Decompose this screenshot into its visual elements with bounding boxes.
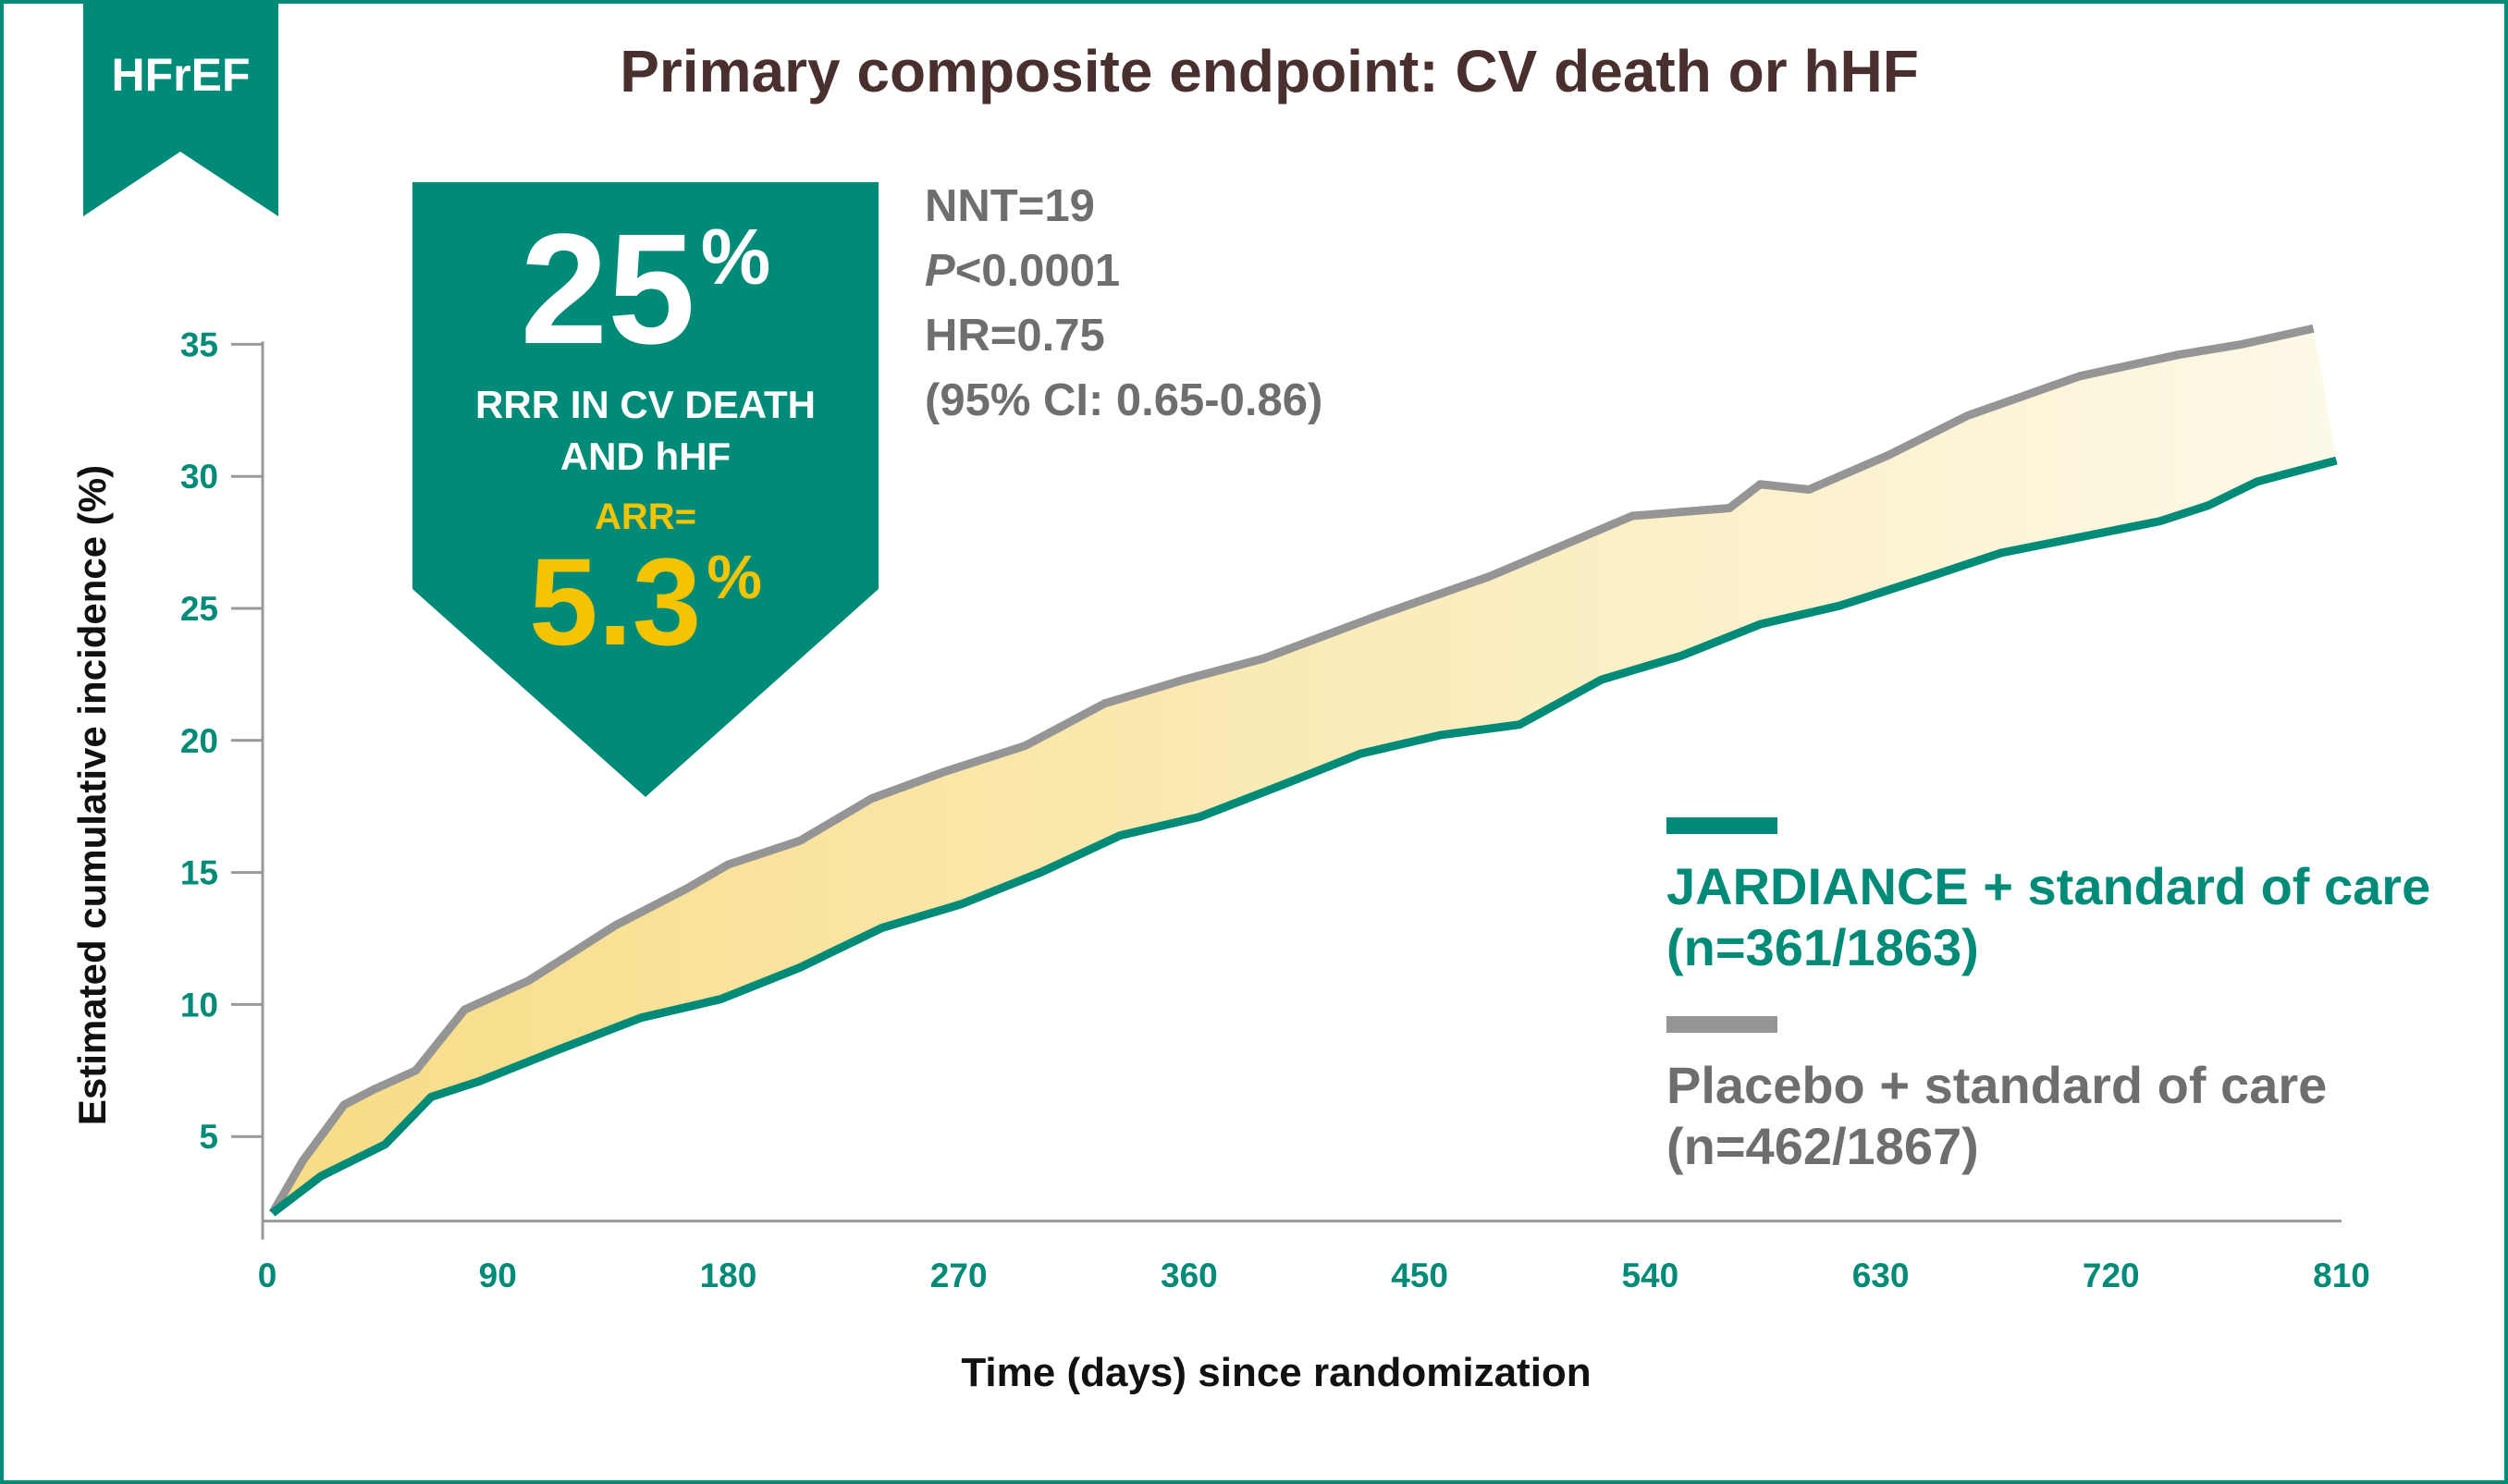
rrr-caption-line2: AND hHF	[559, 435, 732, 478]
y-tick-label: 20	[180, 722, 218, 760]
arr-label: ARR=	[594, 497, 697, 537]
p-symbol: P	[925, 246, 955, 296]
rrr-callout-arrow	[412, 182, 879, 797]
y-tick-label: 25	[180, 590, 218, 628]
y-tick-label: 10	[180, 986, 218, 1024]
statistics-block: NNT=19 P<0.0001 HR=0.75 (95% CI: 0.65-0.…	[925, 174, 1322, 433]
rrr-value: 25%	[412, 211, 879, 368]
ci-stat: (95% CI: 0.65-0.86)	[925, 375, 1323, 425]
rrr-number: 25	[520, 202, 695, 377]
arr-value: 5.3%	[412, 541, 879, 665]
chart-title: Primary composite endpoint: CV death or …	[620, 38, 1919, 104]
y-tick-label: 30	[180, 458, 218, 496]
x-tick-label: 0	[258, 1257, 277, 1294]
x-tick-label: 450	[1391, 1257, 1448, 1294]
legend-swatch-placebo	[1666, 1016, 1777, 1033]
hfref-label: HFrEF	[111, 49, 251, 101]
arr-unit: %	[707, 542, 762, 612]
hfref-ribbon	[83, 0, 278, 216]
y-tick-label: 35	[180, 325, 218, 363]
rrr-caption: RRR IN CV DEATH AND hHF	[412, 379, 879, 483]
jardiance-curve	[269, 456, 2338, 1217]
x-tick-label: 180	[700, 1257, 757, 1294]
hr-stat: HR=0.75	[925, 311, 1105, 361]
legend-n-placebo: (n=462/1867)	[1666, 1117, 1979, 1175]
x-tick-label: 360	[1161, 1257, 1218, 1294]
placebo-curve	[268, 324, 2315, 1216]
legend-n-jardiance: (n=361/1863)	[1666, 918, 1979, 976]
p-value-stat: P<0.0001	[925, 239, 1322, 303]
arr-number: 5.3	[529, 534, 702, 671]
nnt-stat: NNT=19	[925, 181, 1095, 231]
legend-swatch-jardiance	[1666, 817, 1777, 834]
legend-jardiance: JARDIANCE + standard of care (n=361/1863…	[1666, 817, 2430, 978]
shaded-difference-area	[272, 328, 2337, 1214]
x-axis-label: Time (days) since randomization	[961, 1350, 1592, 1395]
legend-placebo: Placebo + standard of care (n=462/1867)	[1666, 1016, 2327, 1177]
legend-label-placebo: Placebo + standard of care	[1666, 1056, 2328, 1114]
y-tick-label: 15	[180, 854, 218, 892]
rrr-unit: %	[700, 214, 771, 302]
legend-label-jardiance: JARDIANCE + standard of care	[1666, 857, 2431, 915]
x-tick-label: 540	[1621, 1257, 1678, 1294]
x-tick-label: 630	[1852, 1257, 1910, 1294]
x-tick-label: 90	[479, 1257, 517, 1294]
x-tick-label: 810	[2313, 1257, 2370, 1294]
rrr-caption-line1: RRR IN CV DEATH	[475, 383, 816, 426]
x-tick-label: 270	[930, 1257, 988, 1294]
y-axis-label: Estimated cumulative incidence (%)	[70, 464, 114, 1126]
y-tick-label: 5	[199, 1118, 218, 1156]
p-value: <0.0001	[954, 246, 1121, 296]
x-tick-label: 720	[2083, 1257, 2140, 1294]
